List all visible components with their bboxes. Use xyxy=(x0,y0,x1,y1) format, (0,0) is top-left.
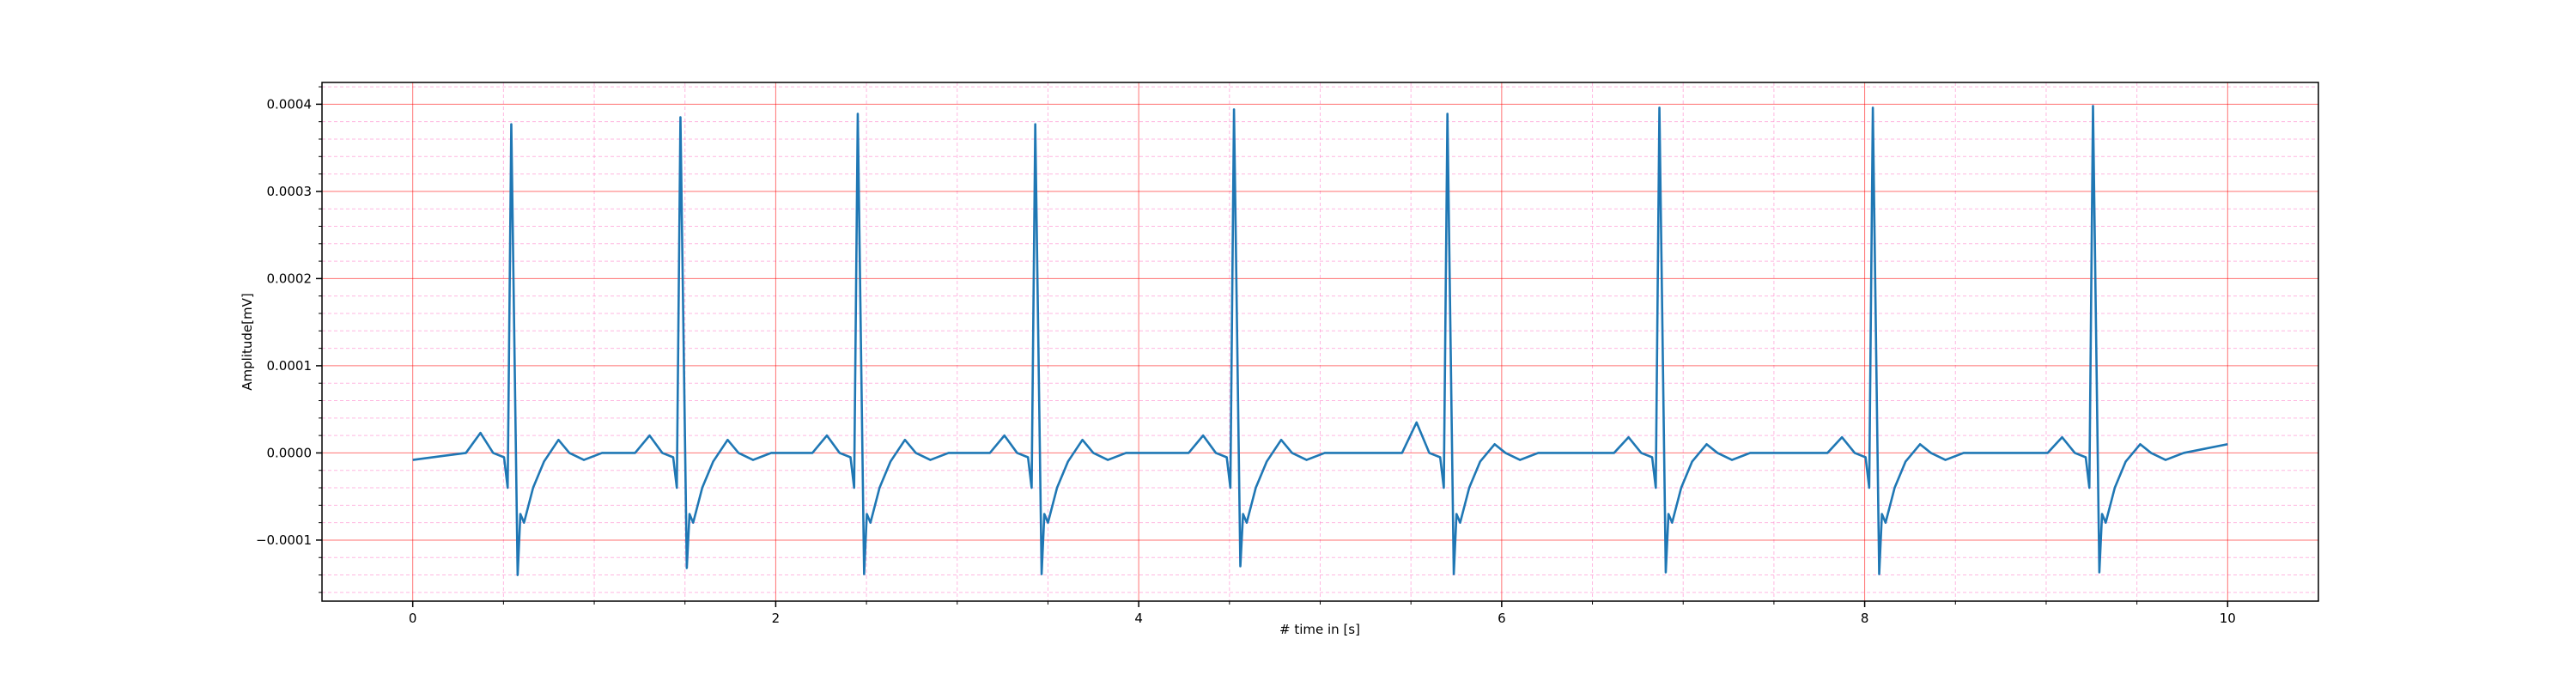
x-tick-label: 2 xyxy=(772,611,781,626)
x-tick-label: 10 xyxy=(2220,611,2236,626)
y-axis-label: Amplitude[mV] xyxy=(240,293,255,390)
x-tick-label: 6 xyxy=(1498,611,1506,626)
x-tick-label: 0 xyxy=(409,611,417,626)
y-tick-label: 0.0003 xyxy=(267,184,313,199)
x-tick-label: 4 xyxy=(1134,611,1143,626)
x-axis-label: # time in [s] xyxy=(1279,622,1360,637)
y-tick-label: 0.0002 xyxy=(267,271,313,286)
x-tick-label: 8 xyxy=(1861,611,1869,626)
y-tick-label: 0.0004 xyxy=(267,96,313,112)
plot-frame xyxy=(321,82,2319,602)
y-tick-label: −0.0001 xyxy=(256,532,312,548)
signal-line xyxy=(412,105,2228,576)
y-tick-label: 0.0001 xyxy=(267,358,313,374)
y-tick-label: 0.0000 xyxy=(267,445,313,460)
